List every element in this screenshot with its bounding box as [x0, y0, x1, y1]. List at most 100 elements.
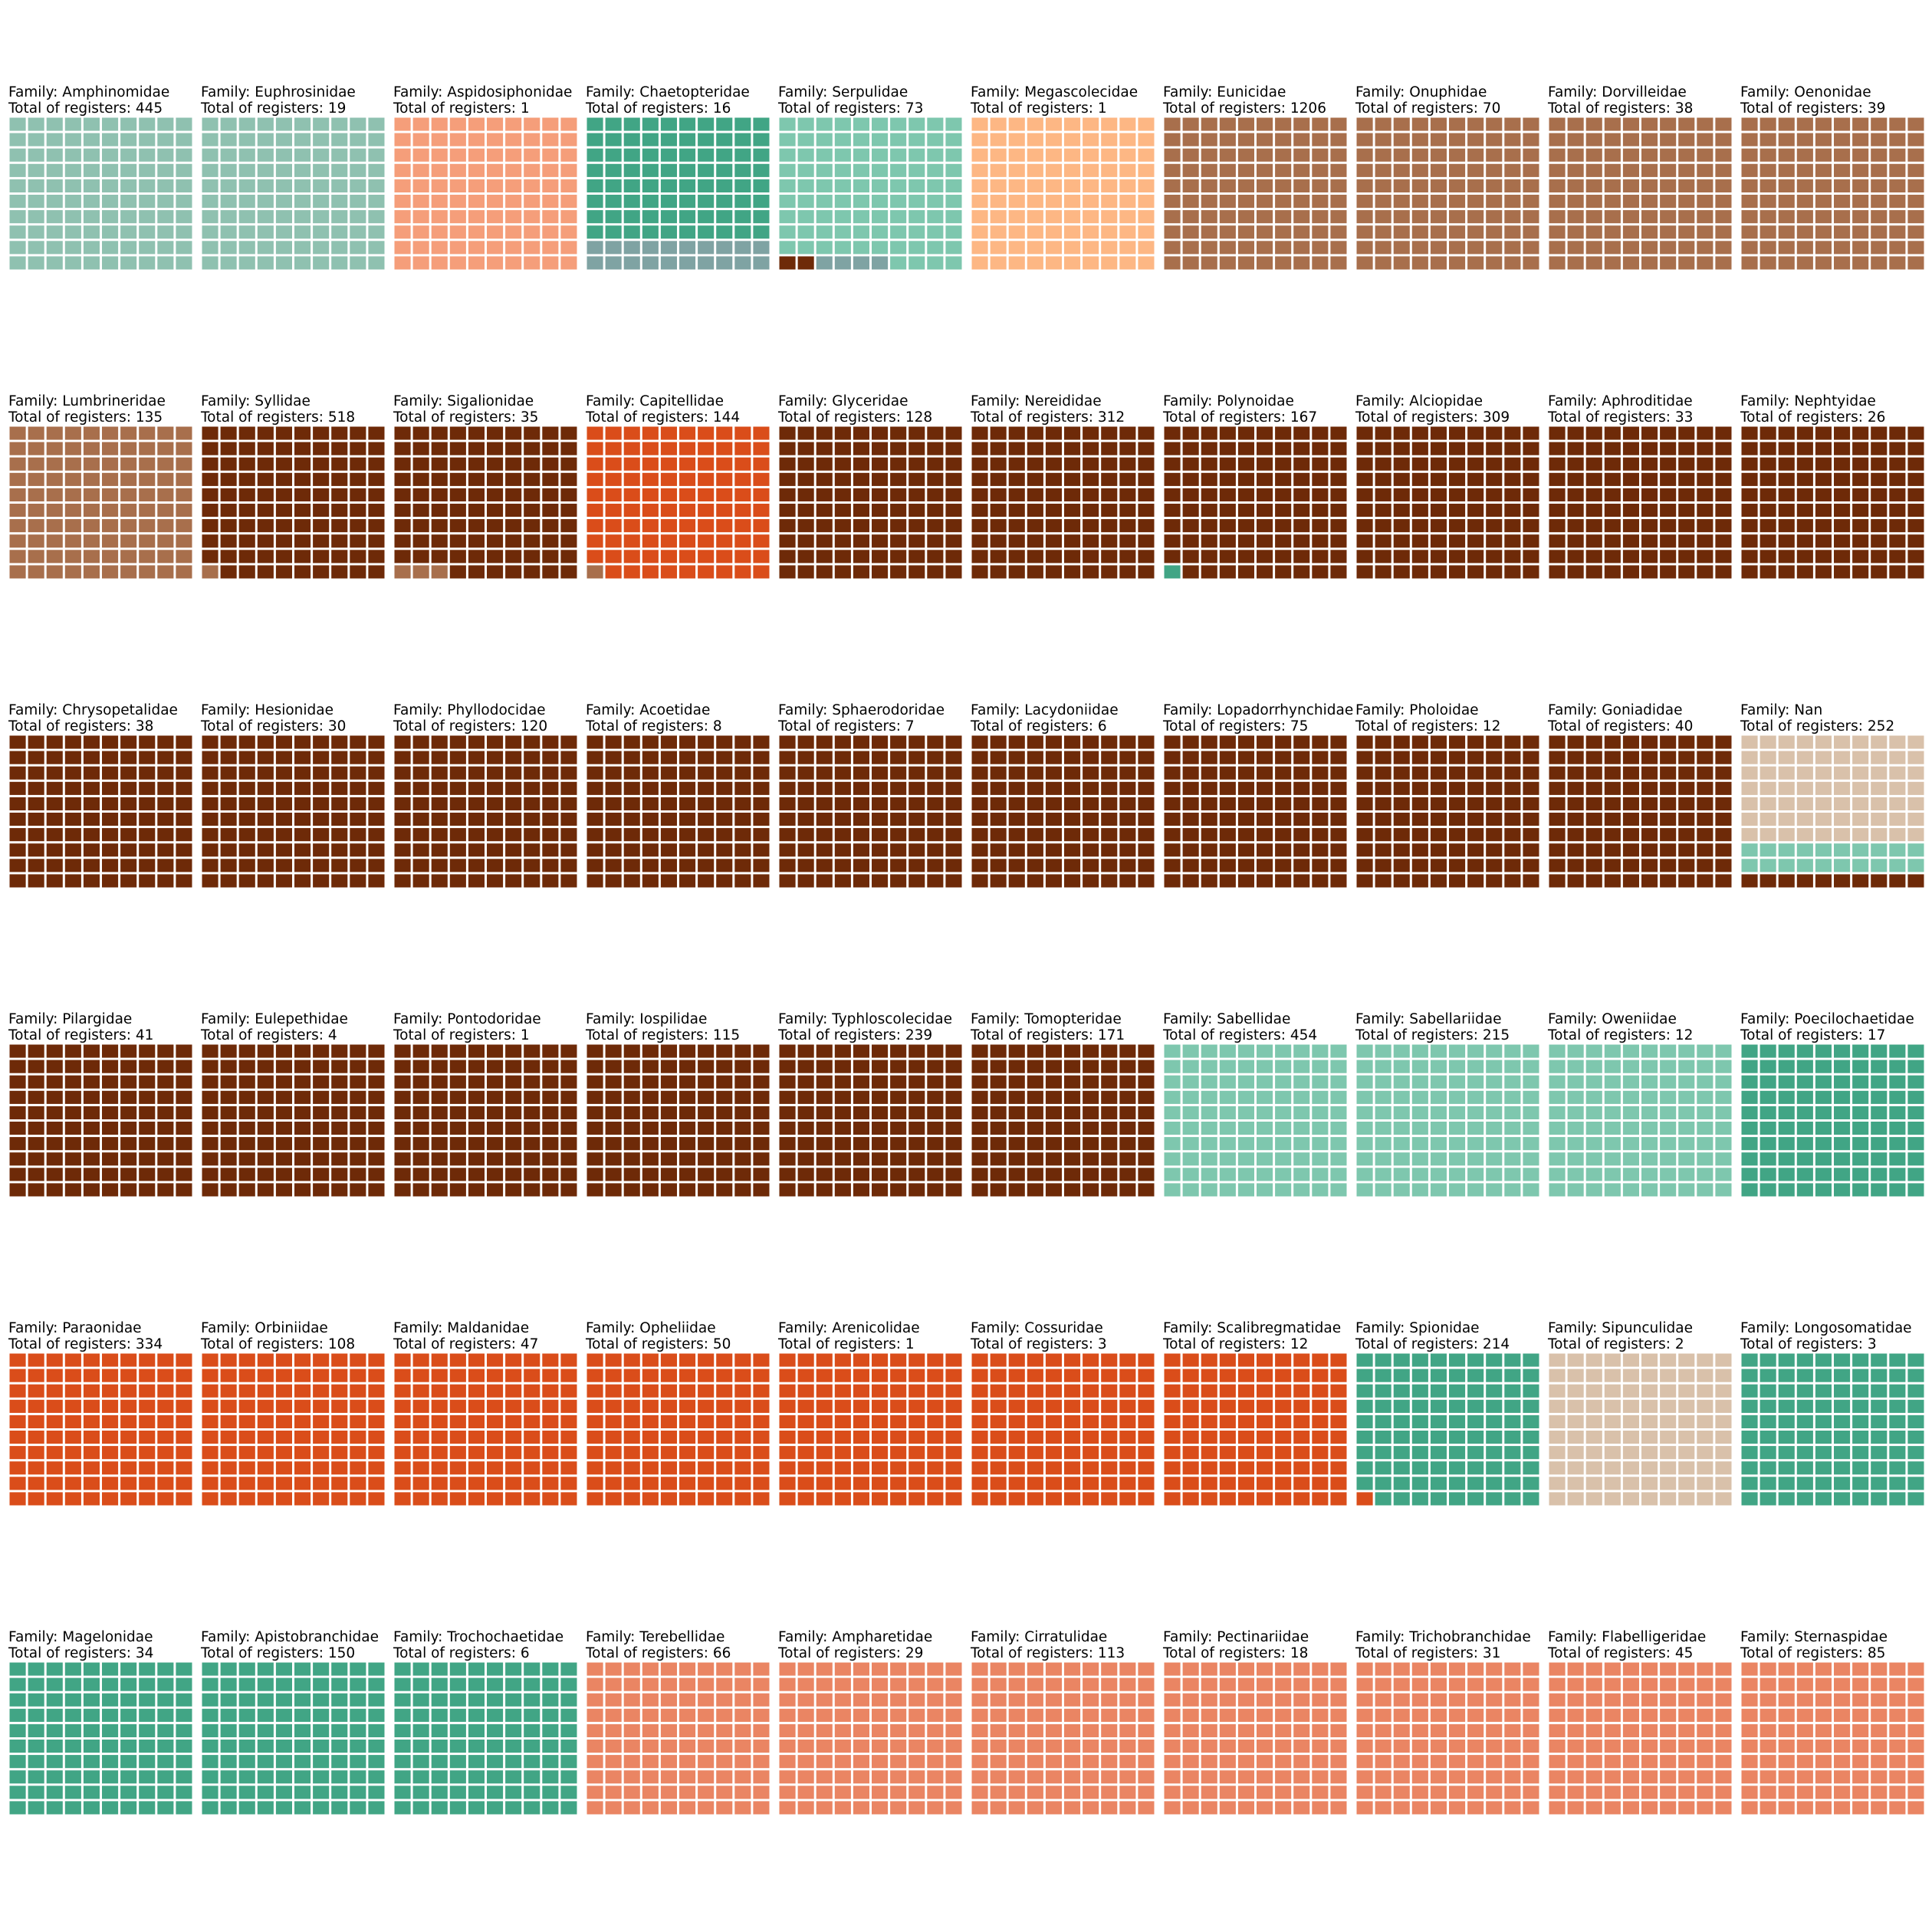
- waffle-cell: [716, 828, 733, 842]
- waffle-cell: [28, 133, 44, 146]
- waffle-cell: [1101, 472, 1118, 486]
- waffle-cell: [431, 751, 448, 764]
- waffle-cell: [1678, 117, 1695, 131]
- waffle-cell: [560, 1399, 577, 1413]
- waffle-cell: [64, 751, 81, 764]
- waffle-cell: [834, 117, 851, 131]
- waffle-cell: [779, 148, 796, 162]
- panel-total-label: Total of registers: 70: [1355, 100, 1500, 117]
- waffle-cell: [412, 565, 429, 579]
- waffle-cell: [1907, 504, 1924, 518]
- waffle-cell: [1852, 117, 1869, 131]
- waffle-cell: [1045, 751, 1062, 764]
- waffle-cell: [1045, 1492, 1062, 1506]
- waffle-cell: [1567, 148, 1584, 162]
- waffle-cell: [1138, 1399, 1155, 1413]
- waffle-cell: [1815, 874, 1832, 888]
- panel-total-label: Total of registers: 1: [393, 1027, 530, 1043]
- waffle-cell: [1815, 519, 1832, 533]
- waffle-cell: [1871, 148, 1888, 162]
- waffle-cell: [716, 1353, 733, 1367]
- waffle-cell: [1083, 195, 1099, 209]
- waffle-cell: [1486, 766, 1503, 780]
- waffle-cell: [449, 488, 466, 501]
- waffle-cell: [1907, 179, 1924, 192]
- waffle-cell: [1889, 519, 1906, 533]
- waffle-cell: [64, 472, 81, 486]
- panel-total-label: Total of registers: 41: [8, 1027, 153, 1043]
- waffle-cell: [1330, 504, 1347, 518]
- waffle-cell: [560, 843, 577, 857]
- waffle-cell: [157, 163, 174, 177]
- waffle-cell: [83, 1137, 100, 1151]
- waffle-cell: [660, 874, 677, 888]
- waffle-cell: [542, 1446, 559, 1460]
- waffle-cell: [605, 519, 622, 533]
- waffle-cell: [1138, 457, 1155, 471]
- waffle-cell: [350, 1399, 366, 1413]
- waffle-cell: [1083, 751, 1099, 764]
- waffle-cell: [971, 1106, 988, 1119]
- waffle-cell: [1293, 1090, 1310, 1104]
- waffle-cell: [1101, 843, 1118, 857]
- waffle-cell: [560, 1353, 577, 1367]
- waffle-cell: [1219, 442, 1236, 455]
- waffle-cell: [202, 859, 219, 872]
- waffle-cell: [716, 210, 733, 224]
- waffle-cell: [1523, 797, 1539, 810]
- waffle-cell: [120, 1492, 137, 1506]
- waffle-cell: [431, 1399, 448, 1413]
- waffle-cell: [1815, 179, 1832, 192]
- waffle-cell: [524, 859, 540, 872]
- waffle-cell: [1164, 1431, 1181, 1444]
- waffle-cell: [487, 1122, 504, 1135]
- waffle-cell: [449, 472, 466, 486]
- waffle-cell: [313, 133, 330, 146]
- waffle-cell: [1697, 1168, 1714, 1181]
- waffle-cell: [1219, 225, 1236, 239]
- waffle-cell: [560, 1075, 577, 1089]
- waffle-cell: [560, 735, 577, 749]
- waffle-cell: [83, 813, 100, 826]
- waffle-cell: [28, 519, 44, 533]
- waffle-cell: [524, 735, 540, 749]
- waffle-cell: [1778, 843, 1795, 857]
- waffle-cell: [1330, 1152, 1347, 1166]
- waffle-cell: [1486, 1060, 1503, 1073]
- waffle-cell: [1760, 735, 1776, 749]
- waffle-cell: [46, 148, 63, 162]
- waffle-cell: [1138, 1090, 1155, 1104]
- waffle-cell: [120, 1446, 137, 1460]
- waffle-cell: [176, 210, 192, 224]
- waffle-cell: [313, 163, 330, 177]
- waffle-cell: [157, 1106, 174, 1119]
- waffle-cell: [412, 519, 429, 533]
- waffle-cell: [716, 1106, 733, 1119]
- waffle-cell: [890, 550, 907, 564]
- waffle-cell: [909, 781, 925, 795]
- waffle-cell: [679, 766, 696, 780]
- waffle-cell: [1871, 472, 1888, 486]
- waffle-cell: [83, 735, 100, 749]
- waffle-cell: [176, 1060, 192, 1073]
- waffle-cell: [1585, 1492, 1602, 1506]
- waffle-cell: [1907, 874, 1924, 888]
- waffle-cell: [698, 1414, 715, 1428]
- waffle-cell: [890, 1137, 907, 1151]
- waffle-cell: [1237, 534, 1254, 548]
- waffle-cell: [698, 1152, 715, 1166]
- waffle-cell: [350, 813, 366, 826]
- waffle-cell: [890, 1075, 907, 1089]
- waffle-cell: [294, 210, 311, 224]
- waffle-cell: [642, 1353, 659, 1367]
- waffle-cell: [605, 504, 622, 518]
- waffle-cell: [1467, 1368, 1484, 1382]
- waffle-cell: [816, 1044, 833, 1058]
- waffle-cell: [449, 797, 466, 810]
- waffle-cell: [623, 163, 640, 177]
- waffle-cell: [945, 1183, 962, 1197]
- waffle-cell: [1275, 1492, 1292, 1506]
- waffle-cell: [909, 1122, 925, 1135]
- waffle-cell: [368, 1183, 385, 1197]
- waffle-cell: [642, 550, 659, 564]
